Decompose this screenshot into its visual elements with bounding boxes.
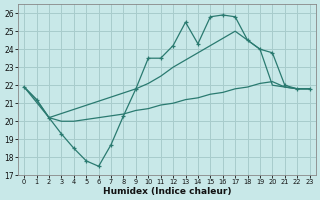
X-axis label: Humidex (Indice chaleur): Humidex (Indice chaleur) (103, 187, 231, 196)
